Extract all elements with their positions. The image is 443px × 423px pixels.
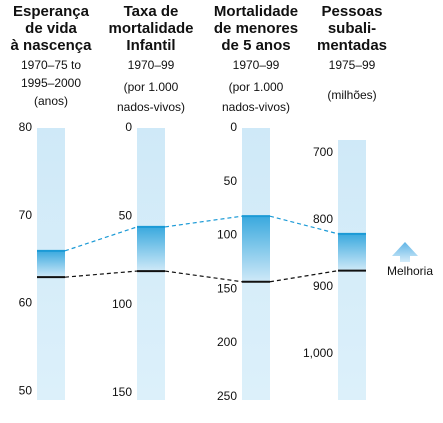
axis-title: subali- [328,20,376,37]
change-segment [37,250,65,278]
axis-subtitle: 1970–99 [128,58,175,72]
connector [164,215,243,228]
y-tick-label: 800 [313,212,333,226]
change-segment [137,226,165,272]
y-tick-label: 900 [313,279,333,293]
axis-title: mortalidade [108,20,193,37]
axis-subtitle: (anos) [34,94,68,108]
axis-title: de menores [214,20,298,37]
y-tick-label: 80 [19,120,33,134]
axis-title: mentadas [317,37,387,54]
y-tick-label: 0 [230,120,237,134]
axis-title: Mortalidade [214,3,298,20]
y-tick-label: 0 [125,120,132,134]
y-tick-label: 1,000 [303,346,333,360]
connector [64,270,138,278]
axis-subtitle: 1970–75 to [21,58,81,72]
axis-title: de 5 anos [221,37,290,54]
axis-subtitle: (por 1.000 [229,80,284,94]
axis-subtitle: nados-vivos) [222,100,290,114]
axis-title: de vida [25,20,77,37]
connector [64,226,138,252]
y-tick-label: 250 [217,389,237,403]
change-segment [242,216,270,282]
annotation: Melhoria [387,264,433,278]
y-tick-label: 70 [19,208,33,222]
y-tick-label: 150 [112,385,132,399]
arrow [392,242,418,262]
y-tick-label: 50 [224,174,238,188]
connector [269,270,339,283]
axis-subtitle: nados-vivos) [117,100,185,114]
axis-title: Taxa de [124,3,179,20]
y-tick-label: 100 [112,297,132,311]
y-tick-label: 100 [217,228,237,242]
axis-subtitle: (milhões) [327,88,376,102]
y-tick-label: 700 [313,145,333,159]
axis-subtitle: (por 1.000 [124,80,179,94]
axis-title: à nascença [11,37,93,54]
y-tick-label: 60 [19,296,33,310]
y-tick-label: 50 [19,383,33,397]
y-tick-label: 150 [217,281,237,295]
axis-title: Esperança [13,3,90,20]
y-tick-label: 50 [119,208,133,222]
connector [164,270,243,283]
axis-subtitle: 1975–99 [329,58,376,72]
change-segment [338,233,366,271]
y-tick-label: 200 [217,335,237,349]
axis-subtitle: 1970–99 [233,58,280,72]
axis-title: Pessoas [322,3,383,20]
axis-subtitle: 1995–2000 [21,76,81,90]
axis-title: Infantil [126,37,175,54]
connector [269,215,339,235]
